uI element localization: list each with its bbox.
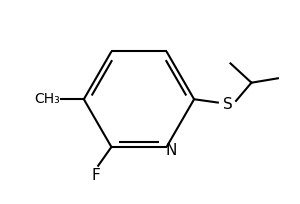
Text: N: N bbox=[165, 143, 177, 158]
Text: CH₃: CH₃ bbox=[34, 92, 60, 106]
Text: S: S bbox=[224, 97, 233, 112]
Text: F: F bbox=[92, 168, 100, 183]
